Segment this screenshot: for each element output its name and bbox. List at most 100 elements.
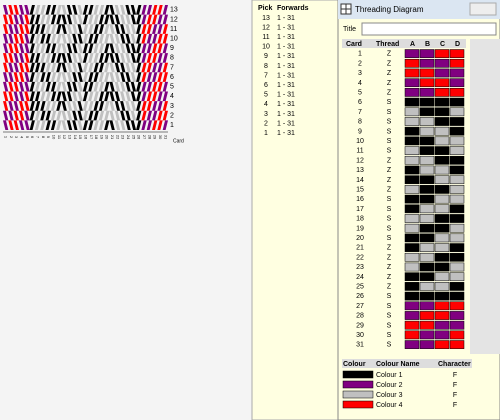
weave-cell [8,5,14,15]
thread-cell: S [387,293,392,300]
forwards-cell: 1 - 31 [277,82,295,89]
weave-cell [104,101,110,111]
pick-number: 13 [170,7,178,14]
weave-cell [77,14,83,25]
hole-cell [419,311,435,320]
weave-cell [114,91,121,102]
card-number: 18 [94,135,99,140]
hole-cell [404,214,420,223]
weave-cell [125,43,131,54]
weave-cell [152,81,158,92]
thread-cell: Z [387,167,392,174]
weave-cell [162,62,168,73]
hole-cell [419,97,435,107]
card-cell: 3 [358,70,362,77]
weave-cell [104,62,110,73]
weave-cell [3,120,9,130]
weave-cell [24,62,30,73]
weave-cell [93,91,99,102]
weave-cell [45,62,51,73]
hole-cell [449,262,465,272]
hole-cell [449,272,465,282]
weave-cell [18,81,25,92]
weave-cell [56,14,62,25]
weave-cell [45,110,51,121]
weave-cell [3,53,9,63]
hole-cell [449,136,465,146]
hole-cell [404,165,420,175]
weave-cell [50,72,57,82]
weave-cell [56,43,62,54]
window-buttons[interactable] [469,2,497,16]
card-cell: 8 [358,119,362,126]
weave-cell [125,5,131,15]
thread-cell: S [387,196,392,203]
weave-cell [152,43,158,54]
weave-cell [61,53,67,63]
weave-cell [93,72,99,82]
card-cell: 23 [356,264,364,271]
weave-cell [34,62,41,73]
thread-cell: S [387,99,392,106]
card-number: 23 [121,135,126,140]
weave-cell [8,14,14,25]
weave-cell [146,91,153,102]
thread-cell: S [387,342,392,349]
weave-cell [93,53,99,63]
weave-cell [162,14,168,25]
card-number: 8 [41,136,46,139]
weave-cell [3,72,9,82]
forwards-cell: 1 - 31 [277,72,295,79]
card-number: 26 [137,135,142,140]
hole-cell [449,49,465,58]
hole-cell [404,194,420,204]
pick-number: 10 [170,35,178,42]
weave-cell [130,120,137,130]
weave-cell [162,33,168,44]
card-number: 6 [30,136,35,139]
weave-cell [34,53,41,63]
weave-cell [72,110,78,121]
title-input[interactable] [361,22,497,36]
colour-name: Colour 3 [376,392,403,399]
card-cell: 30 [356,332,364,339]
colour-char: F [453,382,457,389]
weave-cell [130,5,137,15]
weave-cell [18,53,25,63]
weave-cell [24,33,30,44]
hole-cell [434,223,450,233]
colour-header: Colour [343,361,366,368]
thread-cell: S [387,148,392,155]
hole-cell [404,185,420,194]
pick-cell: 12 [262,24,270,31]
weave-cell [88,53,94,63]
weave-cell [109,120,115,130]
weave-cell [109,14,115,25]
weave-cell [50,101,57,111]
card-cell: 13 [356,167,364,174]
weave-cell [114,24,121,34]
weave-cell [104,43,110,54]
weave-cell [40,110,46,121]
scrollbar[interactable] [470,39,500,354]
hole-cell [419,320,435,330]
weave-cell [162,81,168,92]
weave-cell [82,72,89,82]
hole-cell [434,214,450,223]
weave-cell [152,33,158,44]
weave-cell [98,14,105,25]
weave-cell [104,110,110,121]
weave-cell [34,101,41,111]
weave-cell [120,120,126,130]
card-cell: 16 [356,196,364,203]
thread-cell: S [387,313,392,320]
hole-cell [419,78,435,88]
hole-cell [449,340,465,349]
weave-cell [72,120,78,130]
weave-cell [40,62,46,73]
weave-cell [8,110,14,121]
hole-cell [449,204,465,214]
weave-cell [141,33,147,44]
weave-cell [66,53,73,63]
hole-cell [434,107,450,117]
